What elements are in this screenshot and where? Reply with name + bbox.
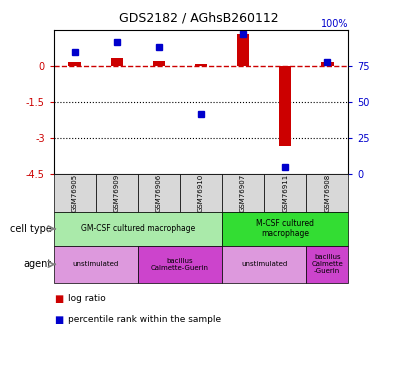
Bar	[54, 212, 222, 246]
Bar	[54, 246, 138, 283]
Bar	[279, 66, 291, 146]
Text: ■: ■	[54, 294, 63, 304]
Text: GSM76908: GSM76908	[324, 174, 330, 212]
Bar	[264, 174, 306, 212]
Bar	[222, 174, 264, 212]
Bar	[138, 246, 222, 283]
Text: unstimulated: unstimulated	[73, 261, 119, 267]
Bar	[222, 246, 306, 283]
Text: GSM76906: GSM76906	[156, 174, 162, 212]
Text: GM-CSF cultured macrophage: GM-CSF cultured macrophage	[81, 224, 195, 233]
Text: log ratio: log ratio	[68, 294, 105, 303]
Text: agent: agent	[23, 260, 52, 269]
Bar	[180, 174, 222, 212]
Bar	[195, 64, 207, 66]
Text: unstimulated: unstimulated	[241, 261, 287, 267]
Text: percentile rank within the sample: percentile rank within the sample	[68, 315, 221, 324]
Text: ■: ■	[54, 315, 63, 325]
Text: bacillus
Calmette-Guerin: bacillus Calmette-Guerin	[151, 258, 209, 271]
Bar	[138, 174, 180, 212]
Bar	[222, 212, 348, 246]
Text: bacillus
Calmette
-Guerin: bacillus Calmette -Guerin	[311, 254, 343, 274]
Bar	[321, 63, 334, 66]
Text: GSM76905: GSM76905	[72, 174, 78, 212]
Bar	[68, 63, 81, 66]
Bar	[96, 174, 138, 212]
Bar	[306, 174, 348, 212]
Bar	[237, 34, 250, 66]
Text: GSM76910: GSM76910	[198, 174, 204, 212]
Bar	[306, 246, 348, 283]
Bar	[152, 61, 165, 66]
Bar	[54, 174, 96, 212]
Text: GSM76907: GSM76907	[240, 174, 246, 212]
Text: GSM76911: GSM76911	[282, 174, 288, 212]
Text: GSM76909: GSM76909	[114, 174, 120, 212]
Bar	[111, 58, 123, 66]
Text: GDS2182 / AGhsB260112: GDS2182 / AGhsB260112	[119, 11, 279, 24]
Text: M-CSF cultured
macrophage: M-CSF cultured macrophage	[256, 219, 314, 239]
Text: cell type: cell type	[10, 224, 52, 234]
Text: 100%: 100%	[321, 18, 348, 28]
